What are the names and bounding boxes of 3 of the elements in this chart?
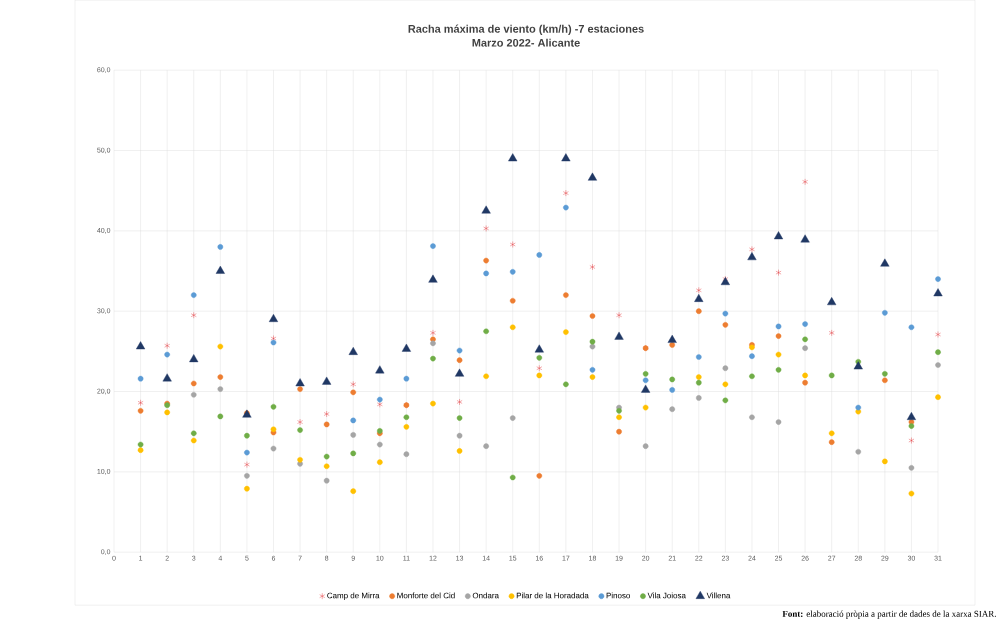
text: Font: elaboració pròpia a partir de dades de la xarxa SIAR. [782, 610, 996, 619]
chart-subtitle: Marzo 2022- Alicante [472, 38, 580, 47]
chart-title: Racha máxima de viento (km/h) -7 estaciones [408, 24, 644, 35]
